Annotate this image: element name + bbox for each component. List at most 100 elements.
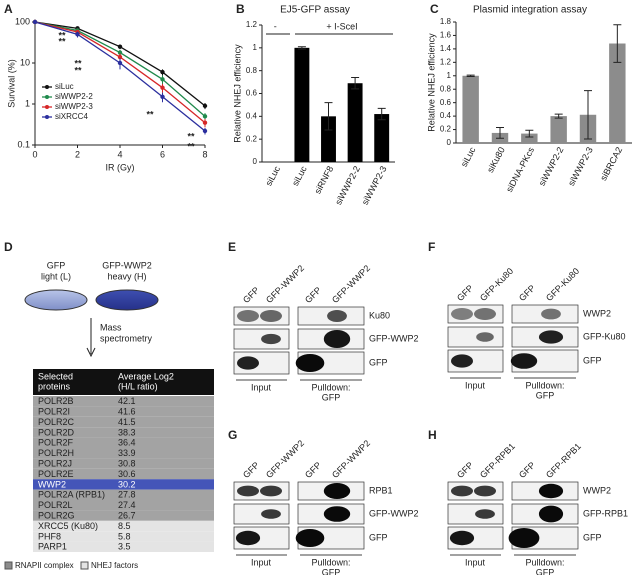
lane-label: GFP-WWP2 (330, 438, 372, 480)
table-header (33, 369, 214, 395)
lane-label: GFP (303, 460, 323, 480)
y-tick-label: 1.6 (440, 31, 452, 40)
y-tick-label: 10 (20, 57, 30, 67)
legend-marker (45, 115, 49, 119)
error-bar (554, 113, 563, 119)
lane-label: GFP-WWP2 (264, 438, 306, 480)
dish-label: GFP (47, 260, 66, 270)
group-label: + I-SceI (326, 21, 357, 31)
table-cell: POLR2E (38, 469, 74, 479)
band (260, 310, 282, 322)
bar (550, 116, 567, 143)
marker (117, 60, 123, 66)
y-tick-label: 0 (447, 138, 452, 147)
y-tick-label: 0.4 (440, 111, 452, 120)
x-tick-label: siWWP2-2 (537, 145, 566, 187)
y-tick-label: 0.2 (440, 125, 452, 134)
table-cell: PHF8 (38, 531, 61, 541)
band (260, 485, 282, 497)
group-label: - (274, 21, 277, 31)
group-label: GFP (322, 567, 341, 575)
table-cell: WWP2 (38, 479, 66, 489)
group-label: Pulldown: (525, 380, 564, 390)
row-label: WWP2 (583, 485, 611, 495)
band (476, 332, 494, 342)
marker (32, 19, 38, 25)
x-tick-label: siWWP2-3 (360, 164, 389, 206)
y-axis-label: Survival (%) (6, 59, 16, 108)
lane-label: GFP (241, 460, 261, 480)
y-tick-label: 0.8 (246, 66, 258, 75)
band (538, 483, 564, 499)
bar (609, 43, 626, 144)
table-row (33, 541, 214, 552)
table-row (33, 406, 214, 417)
bar (462, 75, 479, 143)
y-tick-label: 1.2 (246, 20, 258, 29)
band (261, 509, 281, 519)
table-row (33, 427, 214, 438)
table-cell: POLR2J (38, 458, 72, 468)
dish-label: light (L) (41, 271, 71, 281)
legend-label: RNAPII complex (15, 561, 74, 570)
annotation: ** (146, 109, 154, 119)
table-cell: XRCC5 (Ku80) (38, 521, 98, 531)
table-cell: 3.5 (118, 542, 131, 552)
table-cell: POLR2G (38, 510, 75, 520)
lane-label: GFP (517, 460, 537, 480)
band (295, 529, 325, 547)
band (508, 528, 540, 548)
table-cell: POLR2D (38, 427, 75, 437)
chart-title: Plasmid integration assay (473, 5, 587, 16)
row-label: GFP (369, 532, 388, 542)
dish-label: GFP-WWP2 (102, 260, 152, 270)
y-tick-label: 0.4 (246, 111, 258, 120)
y-tick-label: 0.8 (440, 84, 452, 93)
lane-label: GFP-WWP2 (264, 263, 306, 305)
header-cell: proteins (38, 381, 71, 391)
marker (160, 94, 165, 99)
band (475, 509, 495, 519)
y-tick-label: 1 (253, 43, 258, 52)
table-row (33, 500, 214, 511)
legend-label: siWWP2-2 (55, 92, 93, 101)
marker (202, 103, 208, 109)
band (474, 485, 496, 497)
annotation: ** (74, 65, 82, 75)
table-row (33, 448, 214, 459)
y-tick-label: 1 (25, 98, 30, 108)
y-tick-label: 100 (15, 16, 30, 26)
table-cell: 8.5 (118, 521, 131, 531)
table-cell: 30.2 (118, 479, 136, 489)
y-tick-label: 0.2 (246, 134, 258, 143)
lane-label: GFP (517, 283, 537, 303)
marker (202, 114, 208, 119)
table-row (33, 468, 214, 480)
table-cell: POLR2B (38, 396, 74, 406)
y-tick-label: 1.4 (440, 44, 452, 53)
annotation: ** (187, 131, 195, 141)
dish-label: heavy (H) (107, 271, 146, 281)
x-tick-label: siRNF8 (312, 164, 335, 195)
x-tick-label: siLuc (459, 145, 478, 169)
arrow-head (86, 347, 96, 358)
x-tick-label: siDNA-PKcs (504, 145, 536, 194)
legend-marker (45, 95, 49, 99)
table-row (33, 458, 214, 469)
band (237, 356, 259, 370)
x-tick-label: siKu80 (485, 145, 507, 174)
error-bar (584, 90, 592, 140)
y-tick-label: 0.6 (246, 89, 258, 98)
band (327, 310, 347, 322)
legend-label: siXRCC4 (55, 112, 88, 121)
y-axis-label: Relative NHEJ efficiency (232, 44, 242, 143)
marker (202, 128, 208, 134)
error-bar (466, 74, 475, 77)
row-label: WWP2 (583, 308, 611, 318)
legend-label: NHEJ factors (91, 561, 138, 570)
marker (160, 77, 165, 82)
band (451, 485, 473, 497)
table-cell: 36.4 (118, 438, 136, 448)
panel-letter: D (4, 240, 13, 254)
